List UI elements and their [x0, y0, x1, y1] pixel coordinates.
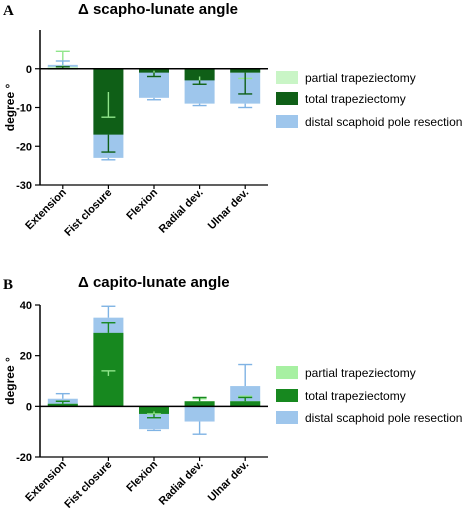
y-tick-label: 0: [26, 64, 32, 76]
y-tick-label: 20: [20, 351, 32, 363]
chart-panel-a: A Δ scapho-lunate angle -30 -20 -10 0 degree °…: [3, 1, 462, 239]
bar-total-trapeziectomy-fist-closure: [93, 332, 124, 407]
chart-title: Δ capito-lunate angle: [78, 274, 230, 291]
panel-letter: B: [3, 277, 13, 293]
y-tick-label: -20: [16, 141, 32, 153]
x-tick-label: Fist closure: [62, 187, 114, 239]
legend-swatch: [276, 389, 298, 402]
x-tick-label: Ulnar dev.: [206, 187, 252, 233]
panel-letter: A: [3, 3, 14, 19]
legend-swatch: [276, 71, 298, 84]
x-tick-label: Extension: [23, 458, 69, 504]
bar-total-trapeziectomy-ulnar-dev-: [230, 401, 261, 407]
legend-label: distal scaphoid pole resection: [305, 115, 462, 129]
x-tick-label: Radial dev.: [157, 459, 206, 508]
x-tick-label: Extension: [23, 186, 69, 232]
y-tick-label: -10: [16, 103, 32, 115]
chart-panel-b: B Δ capito-lunate angle -20 0 20 40 degree ° Ex…: [3, 274, 462, 511]
legend-swatch: [276, 115, 298, 128]
y-tick-label: 40: [20, 300, 32, 312]
legend-swatch: [276, 366, 298, 379]
legend-label: distal scaphoid pole resection: [305, 411, 462, 425]
legend-label: total trapeziectomy: [305, 92, 406, 106]
legend-swatch: [276, 92, 298, 105]
legend-label: partial trapeziectomy: [305, 366, 416, 380]
chart-title: Δ scapho-lunate angle: [78, 1, 238, 18]
bar-distal-scaphoid-pole-resection-radial-dev-: [184, 406, 215, 422]
x-tick-label: Flexion: [124, 458, 160, 494]
x-tick-label: Ulnar dev.: [206, 459, 252, 505]
y-tick-label: -30: [16, 180, 32, 192]
x-tick-label: Flexion: [124, 186, 160, 222]
y-axis-label: degree °: [3, 357, 17, 405]
bar-total-trapeziectomy-radial-dev-: [184, 401, 215, 407]
y-axis-label: degree °: [3, 84, 17, 132]
bar-total-trapeziectomy-flexion: [139, 406, 169, 414]
bar-total-trapeziectomy-ulnar-dev-: [230, 68, 261, 73]
y-tick-label: 0: [26, 401, 32, 413]
bar-total-trapeziectomy-radial-dev-: [184, 68, 215, 81]
legend-label: total trapeziectomy: [305, 389, 406, 403]
legend-swatch: [276, 411, 298, 424]
bar-total-trapeziectomy-extension: [47, 403, 78, 407]
x-tick-label: Radial dev.: [157, 187, 206, 236]
x-tick-label: Fist closure: [62, 459, 114, 511]
y-tick-label: -20: [16, 452, 32, 464]
legend-label: partial trapeziectomy: [305, 71, 416, 85]
